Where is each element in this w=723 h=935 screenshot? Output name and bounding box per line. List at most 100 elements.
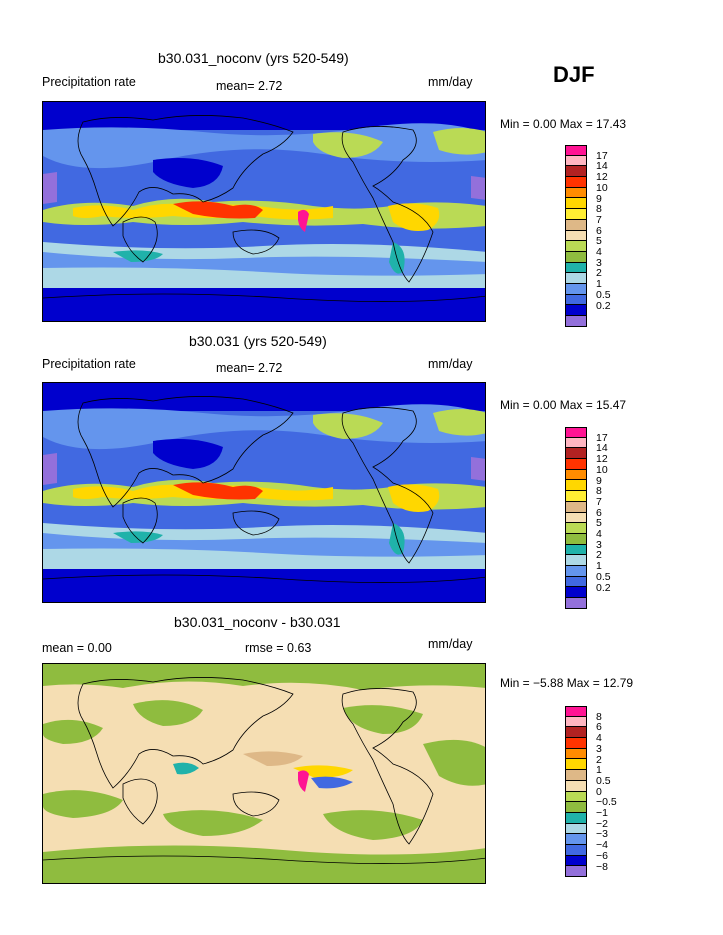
colorbar-tick-label: 2 [596, 267, 602, 280]
colorbar-tick-label: 3 [596, 538, 602, 551]
colorbar-tick-label: 7 [596, 213, 602, 226]
colorbar-tick-label: 9 [596, 192, 602, 205]
colorbar-tick-label: 5 [596, 235, 602, 248]
precip-map [42, 101, 486, 322]
colorbar-tick-label: 1 [596, 764, 602, 777]
colorbar-swatch [565, 501, 587, 513]
colorbar-swatch [565, 469, 587, 481]
colorbar-swatch [565, 198, 587, 210]
colorbar-tick-label: 0.2 [596, 299, 611, 312]
colorbar-swatch [565, 802, 587, 813]
colorbar-swatch [565, 166, 587, 178]
colorbar-swatch [565, 241, 587, 252]
min-max-label: Min = −5.88 Max = 12.79 [500, 676, 634, 690]
colorbar-swatch [565, 187, 587, 199]
colorbar-swatch [565, 294, 587, 306]
colorbar-swatch [565, 598, 587, 609]
colorbar-tick-label: 14 [596, 160, 608, 173]
colorbar-swatch [565, 283, 587, 295]
colorbar-tick-label: 8 [596, 485, 602, 498]
colorbar-tick-label: 4 [596, 246, 602, 258]
colorbar [565, 427, 587, 609]
colorbar-tick-label: 12 [596, 453, 608, 466]
colorbar-tick-label: 1 [596, 278, 602, 291]
season-label: DJF [553, 62, 595, 87]
colorbar-tick-label: 4 [596, 732, 602, 745]
colorbar-swatch [565, 533, 587, 545]
colorbar-swatch [565, 491, 587, 502]
colorbar-tick-label: 3 [596, 256, 602, 269]
colorbar-swatch [565, 727, 587, 739]
colorbar [565, 706, 587, 877]
colorbar-tick-label: 9 [596, 474, 602, 487]
colorbar-tick-label: 2 [596, 753, 602, 766]
colorbar-swatch [565, 262, 587, 274]
colorbar-swatch [565, 230, 587, 242]
colorbar-swatch [565, 587, 587, 598]
colorbar-swatch [565, 437, 587, 449]
colorbar-swatch [565, 866, 587, 877]
colorbar-swatch [565, 555, 587, 566]
colorbar-tick-label: 8 [596, 203, 602, 216]
colorbar-swatch [565, 738, 587, 749]
difference-map [42, 663, 486, 884]
units-label: mm/day [428, 357, 473, 371]
colorbar-tick-label: −2 [596, 817, 608, 830]
colorbar-tick-label: 17 [596, 149, 608, 162]
colorbar-tick-label: 6 [596, 721, 602, 734]
colorbar-swatch [565, 544, 587, 556]
min-max-label: Min = 0.00 Max = 17.43 [500, 117, 627, 131]
colorbar-swatch [565, 459, 587, 470]
colorbar-swatch [565, 512, 587, 524]
colorbar-tick-label: 12 [596, 171, 608, 184]
colorbar [565, 145, 587, 327]
colorbar-swatch [565, 448, 587, 460]
mean-label: mean = 0.00 [42, 641, 112, 655]
colorbar-swatch [565, 834, 587, 845]
colorbar-swatch [565, 716, 587, 728]
colorbar-swatch [565, 523, 587, 534]
panel-title: b30.031 (yrs 520-549) [189, 333, 327, 349]
colorbar-swatch [565, 251, 587, 263]
colorbar-tick-label: −1 [596, 807, 608, 819]
colorbar-swatch [565, 844, 587, 856]
colorbar-swatch [565, 219, 587, 231]
colorbar-tick-label: 7 [596, 495, 602, 508]
colorbar-swatch [565, 480, 587, 492]
units-label: mm/day [428, 75, 473, 89]
colorbar-tick-label: 0 [596, 785, 602, 798]
colorbar-tick-label: 5 [596, 517, 602, 530]
colorbar-swatch [565, 427, 587, 438]
colorbar-swatch [565, 316, 587, 327]
variable-label: Precipitation rate [42, 357, 136, 371]
colorbar-tick-label: 17 [596, 431, 608, 444]
colorbar-swatch [565, 273, 587, 284]
variable-label: Precipitation rate [42, 75, 136, 89]
colorbar-tick-label: 4 [596, 528, 602, 540]
colorbar-swatch [565, 145, 587, 156]
colorbar-tick-label: 14 [596, 442, 608, 455]
colorbar-tick-label: −6 [596, 849, 608, 862]
colorbar-swatch [565, 855, 587, 867]
mean-label: mean= 2.72 [216, 79, 283, 93]
colorbar-tick-label: 10 [596, 463, 608, 476]
colorbar-tick-label: 1 [596, 560, 602, 573]
colorbar-swatch [565, 748, 587, 760]
colorbar-tick-label: 0.5 [596, 288, 611, 301]
colorbar-swatch [565, 812, 587, 824]
rmse-label: rmse = 0.63 [245, 641, 312, 655]
colorbar-swatch [565, 759, 587, 771]
colorbar-swatch [565, 706, 587, 717]
colorbar-tick-label: −8 [596, 860, 608, 873]
colorbar-swatch [565, 305, 587, 316]
colorbar-swatch [565, 565, 587, 577]
colorbar-tick-label: 6 [596, 506, 602, 519]
colorbar-swatch [565, 791, 587, 803]
colorbar-tick-label: 0.5 [596, 774, 611, 787]
mean-label: mean= 2.72 [216, 361, 283, 375]
colorbar-tick-label: 10 [596, 181, 608, 194]
panel-title: b30.031_noconv (yrs 520-549) [158, 50, 349, 66]
colorbar-swatch [565, 770, 587, 781]
panel-title: b30.031_noconv - b30.031 [174, 614, 341, 630]
units-label: mm/day [428, 637, 473, 651]
